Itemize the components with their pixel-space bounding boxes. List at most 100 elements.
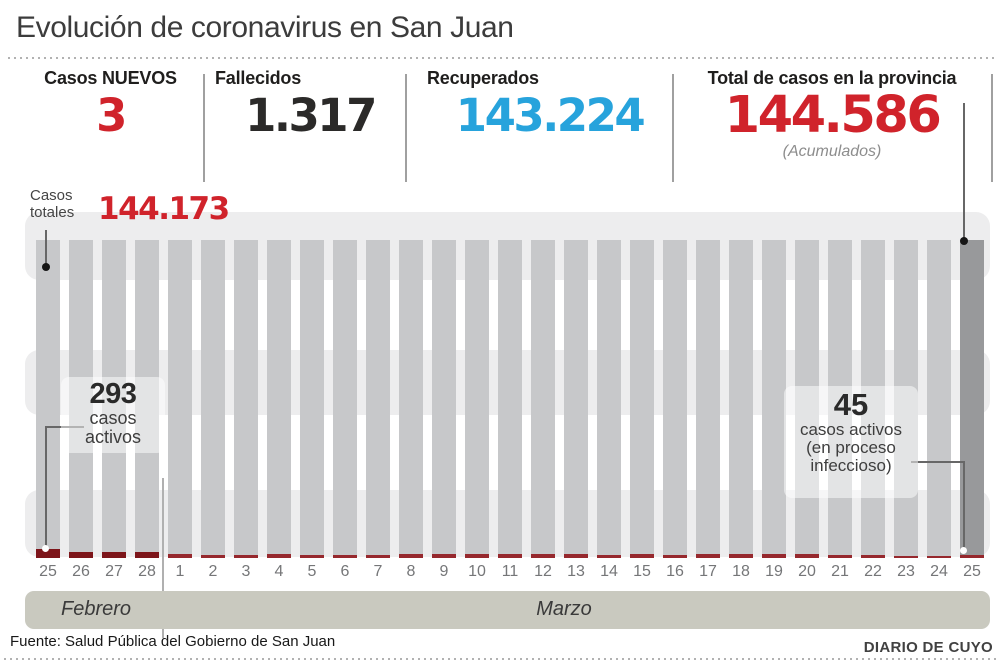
active-cases-segment bbox=[465, 554, 489, 558]
x-tick-marzo-14: 14 bbox=[600, 563, 618, 580]
bar-marzo-6 bbox=[333, 240, 357, 558]
marker-dot-last-bar-top bbox=[960, 237, 968, 245]
active-cases-segment bbox=[102, 552, 126, 558]
active-cases-segment bbox=[894, 556, 918, 558]
active-cases-segment bbox=[564, 554, 588, 558]
active-cases-segment bbox=[597, 555, 621, 558]
bar-marzo-17 bbox=[696, 240, 720, 558]
dotted-divider-top bbox=[8, 56, 995, 59]
stat-casos-nuevos: Casos NUEVOS 3 bbox=[18, 68, 203, 139]
bar-marzo-10 bbox=[465, 240, 489, 558]
annotation-backdrop bbox=[61, 377, 165, 453]
bar-marzo-4 bbox=[267, 240, 291, 558]
x-tick-marzo-13: 13 bbox=[567, 563, 585, 580]
active-cases-segment bbox=[498, 554, 522, 558]
stat-label: Casos NUEVOS bbox=[44, 68, 177, 88]
dotted-divider-bottom bbox=[4, 657, 996, 660]
active-cases-segment bbox=[861, 555, 885, 558]
active-cases-segment bbox=[36, 549, 60, 558]
x-tick-marzo-16: 16 bbox=[666, 563, 684, 580]
x-tick-marzo-24: 24 bbox=[930, 563, 948, 580]
annotation-text: casos bbox=[89, 408, 137, 428]
leader-line-45-vertical bbox=[963, 461, 965, 551]
x-tick-febrero-27: 27 bbox=[105, 563, 123, 580]
bar-marzo-2 bbox=[201, 240, 225, 558]
active-cases-segment bbox=[663, 555, 687, 558]
stat-divider bbox=[203, 74, 205, 182]
x-tick-marzo-19: 19 bbox=[765, 563, 783, 580]
bar-febrero-25 bbox=[36, 240, 60, 558]
annotation-text: casos activos bbox=[799, 420, 903, 439]
bar-marzo-9 bbox=[432, 240, 456, 558]
x-tick-marzo-1: 1 bbox=[175, 563, 185, 580]
x-tick-marzo-9: 9 bbox=[439, 563, 449, 580]
source-credit: Fuente: Salud Pública del Gobierno de Sa… bbox=[10, 633, 336, 650]
annotation-text: activos bbox=[84, 427, 142, 447]
bar-marzo-8 bbox=[399, 240, 423, 558]
active-cases-segment bbox=[201, 555, 225, 558]
x-tick-marzo-17: 17 bbox=[699, 563, 717, 580]
stat-note-acumulados: (Acumulados) bbox=[782, 143, 882, 161]
active-cases-segment bbox=[432, 554, 456, 558]
leader-line-293-vertical bbox=[45, 426, 47, 549]
stat-total-provincia: Total de casos en la provincia 144.586 (… bbox=[672, 68, 992, 161]
active-cases-segment bbox=[399, 554, 423, 558]
bar-marzo-11 bbox=[498, 240, 522, 558]
bar-marzo-5 bbox=[300, 240, 324, 558]
x-tick-marzo-7: 7 bbox=[373, 563, 383, 580]
x-tick-marzo-12: 12 bbox=[534, 563, 552, 580]
month-label-febrero: Febrero bbox=[60, 598, 132, 620]
x-tick-marzo-6: 6 bbox=[340, 563, 350, 580]
annotation-value: 293 bbox=[89, 378, 137, 410]
page-title: Evolución de coronavirus en San Juan bbox=[16, 11, 514, 44]
active-cases-segment bbox=[762, 554, 786, 558]
leader-line-45-horizontal bbox=[911, 461, 965, 463]
marker-dot-last-bar-active bbox=[960, 547, 967, 554]
annotation-45-casos-activos: 45 casos activos (en proceso infeccioso) bbox=[785, 389, 917, 475]
x-tick-marzo-23: 23 bbox=[897, 563, 915, 580]
active-cases-segment bbox=[531, 554, 555, 558]
x-tick-marzo-22: 22 bbox=[864, 563, 882, 580]
bar-marzo-7 bbox=[366, 240, 390, 558]
marker-dot-first-bar-top bbox=[42, 263, 50, 271]
stat-recuperados: Recuperados 143.224 bbox=[427, 68, 672, 139]
x-tick-marzo-20: 20 bbox=[798, 563, 816, 580]
active-cases-segment bbox=[960, 555, 984, 558]
active-cases-segment bbox=[366, 555, 390, 558]
bar-marzo-14 bbox=[597, 240, 621, 558]
active-cases-segment bbox=[729, 554, 753, 558]
active-cases-segment bbox=[927, 556, 951, 558]
marker-dot-first-bar-active bbox=[42, 545, 49, 552]
x-tick-marzo-11: 11 bbox=[501, 563, 519, 580]
bar-marzo-15 bbox=[630, 240, 654, 558]
x-tick-marzo-2: 2 bbox=[208, 563, 218, 580]
stat-divider bbox=[405, 74, 407, 182]
active-cases-segment bbox=[828, 555, 852, 558]
month-axis-band bbox=[25, 591, 990, 629]
annotation-value: 45 bbox=[833, 387, 869, 422]
annotation-backdrop bbox=[784, 386, 918, 498]
publisher-credit: DIARIO DE CUYO bbox=[863, 639, 993, 656]
stat-divider bbox=[991, 74, 993, 182]
x-tick-marzo-15: 15 bbox=[633, 563, 651, 580]
casos-totales-value: 144.173 bbox=[98, 191, 230, 227]
bar-marzo-18 bbox=[729, 240, 753, 558]
active-cases-segment bbox=[267, 554, 291, 558]
bar-marzo-24 bbox=[927, 240, 951, 558]
bar-marzo-16 bbox=[663, 240, 687, 558]
x-tick-marzo-21: 21 bbox=[831, 563, 849, 580]
stat-value: 143.224 bbox=[455, 89, 646, 142]
annotation-text: infeccioso) bbox=[810, 456, 892, 475]
active-cases-segment bbox=[630, 554, 654, 558]
active-cases-segment bbox=[795, 554, 819, 558]
bar-chart bbox=[36, 240, 984, 558]
x-tick-marzo-3: 3 bbox=[241, 563, 251, 580]
x-tick-marzo-25: 25 bbox=[963, 563, 981, 580]
stat-label: Total de casos en la provincia bbox=[707, 68, 957, 88]
bar-marzo-19 bbox=[762, 240, 786, 558]
active-cases-segment bbox=[300, 555, 324, 558]
x-tick-marzo-10: 10 bbox=[468, 563, 486, 580]
active-cases-segment bbox=[696, 554, 720, 558]
bar-marzo-1 bbox=[168, 240, 192, 558]
